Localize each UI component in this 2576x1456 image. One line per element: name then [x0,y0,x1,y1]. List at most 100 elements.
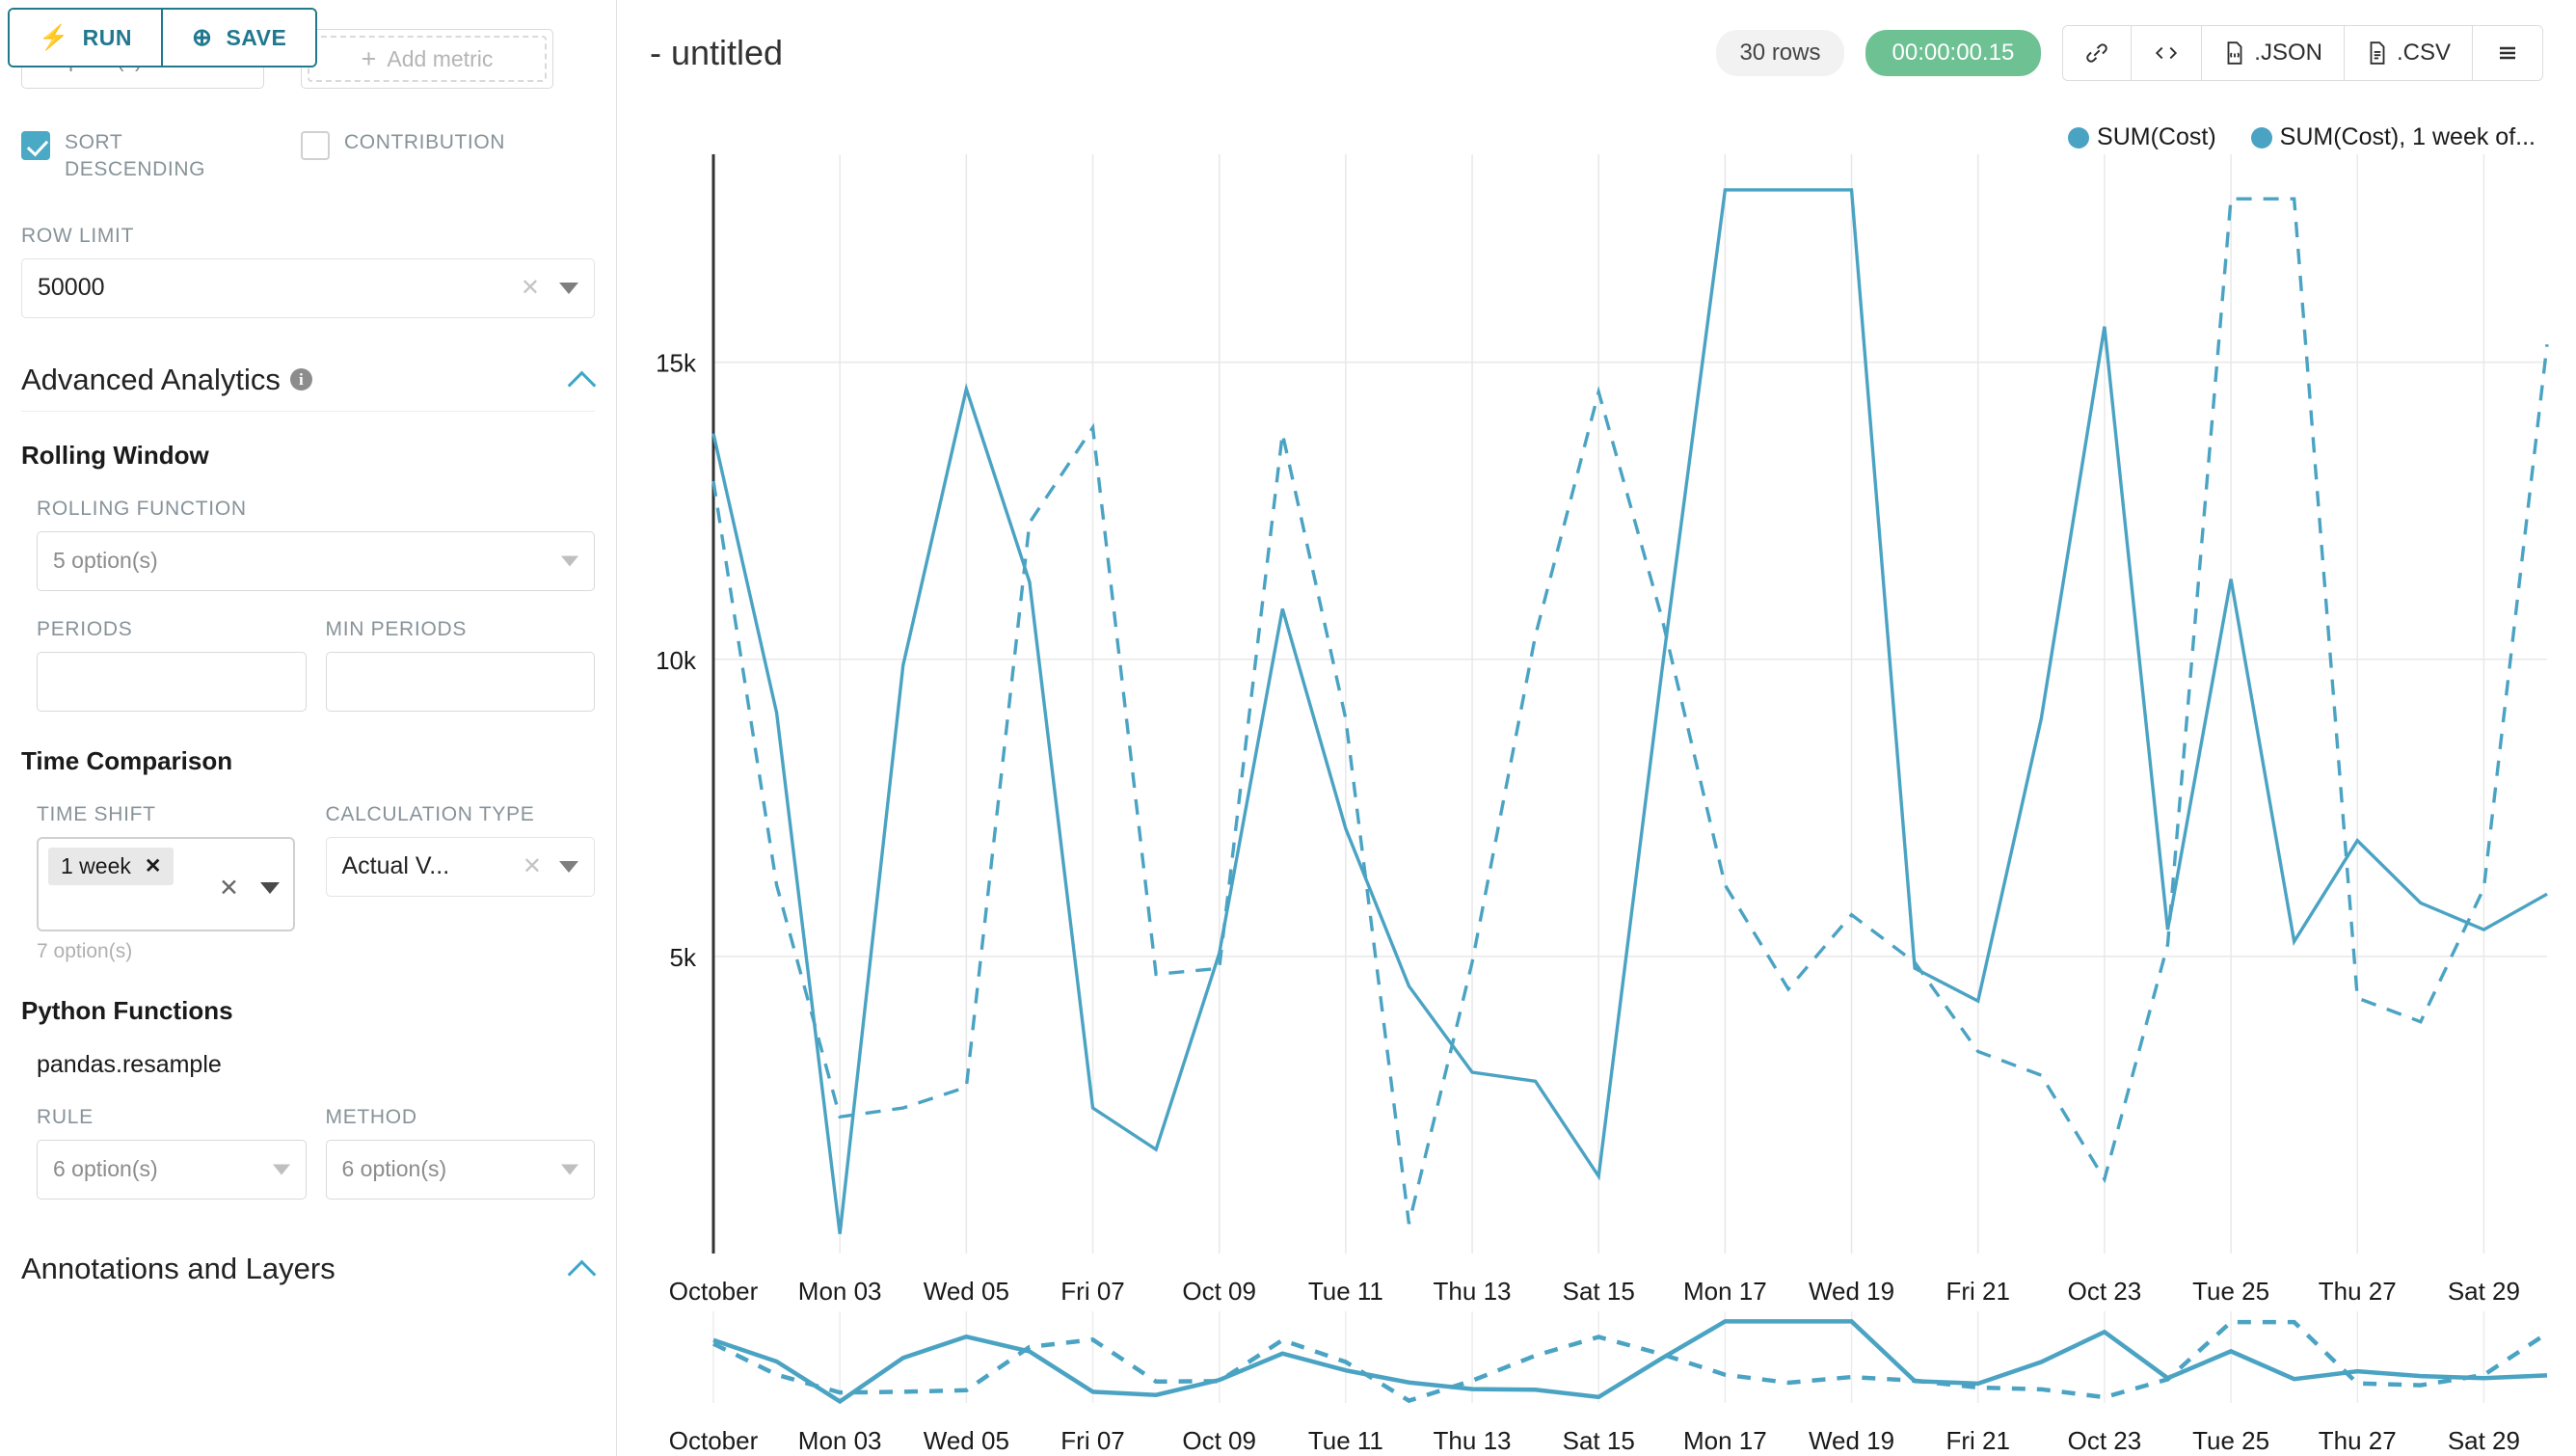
python-functions-title: Python Functions [21,995,233,1025]
time-shift-tag[interactable]: 1 week ✕ [48,847,174,885]
x-axis-tick-label: Sat 15 [1563,1277,1635,1306]
row-count-badge: 30 rows [1716,30,1844,76]
overview-x-tick-label: Mon 03 [798,1426,882,1455]
annotations-layers-header[interactable]: Annotations and Layers [21,1252,595,1286]
add-metric-dropzone[interactable]: + Add metric [301,29,553,89]
more-menu-button[interactable] [2472,26,2542,80]
min-periods-input[interactable] [325,651,595,712]
run-button-label: RUN [82,24,132,50]
query-timer-badge: 00:00:00.15 [1865,30,2042,76]
save-button[interactable]: ⊕ SAVE [160,10,316,66]
overview-x-tick-label: Thu 13 [1434,1426,1512,1455]
rolling-function-label: ROLLING FUNCTION [37,497,247,520]
plus-circle-icon: ⊕ [191,23,213,51]
method-label: METHOD [325,1105,417,1128]
add-metric-wrap: + Add metric [301,29,553,89]
remove-tag-icon[interactable]: ✕ [144,854,162,877]
overview-series-dashed[interactable] [712,1319,2549,1404]
clear-icon[interactable]: ✕ [520,274,540,301]
contribution-label: CONTRIBUTION [344,131,506,153]
row-limit-input[interactable]: 50000 ✕ [21,257,595,318]
rule-control: RULE 6 option(s) [37,1106,307,1200]
timeseries-chart[interactable]: 5k 10k 15k October Mon 03 Wed 05 Fri 07 Oct 09 T… [617,145,2576,1456]
rolling-function-select[interactable]: 5 option(s) [37,530,595,591]
checkbox-box-checked[interactable] [21,131,50,160]
x-axis-tick-label: Wed 05 [924,1277,1009,1306]
legend-label: SUM(Cost), 1 week of... [2279,123,2536,150]
overview-x-tick-label: Sat 29 [2448,1426,2520,1455]
json-file-icon [2227,41,2242,65]
chevron-down-icon [272,1164,290,1175]
rolling-function-value: 5 option(s) [53,548,158,574]
calculation-type-value: Actual V... [341,852,450,880]
periods-input[interactable] [37,651,307,712]
control-panel-sidebar: ⚡ RUN ⊕ SAVE 7 option(s) + Add metric [0,0,617,1456]
chevron-up-icon[interactable] [570,1256,595,1281]
sort-descending-checkbox[interactable]: SORT DESCENDING [21,129,264,184]
overview-x-tick-label: Fri 21 [1945,1426,2009,1455]
x-axis-tick-label: Oct 23 [2068,1277,2142,1306]
x-axis-tick-label: October [669,1277,759,1306]
method-control: METHOD 6 option(s) [325,1105,595,1200]
save-button-label: SAVE [226,24,287,50]
sort-descending-label: SORT DESCENDING [65,131,206,181]
overview-x-tick-label: Sat 15 [1563,1426,1635,1455]
download-json-label: .JSON [2254,40,2322,66]
series-line-solid [711,188,2548,1234]
resample-row: RULE 6 option(s) METHOD 6 option(s) [21,1106,595,1200]
chart-svg[interactable]: 5k 10k 15k October Mon 03 Wed 05 Fri 07 Oct 09 T… [617,145,2576,1456]
method-select[interactable]: 6 option(s) [325,1139,595,1200]
divider [21,410,595,412]
plus-icon: + [361,43,377,73]
csv-file-icon [2370,41,2385,65]
periods-row: PERIODS MIN PERIODS [21,618,595,712]
min-periods-label: MIN PERIODS [325,617,468,640]
time-shift-hint: 7 option(s) [37,939,133,962]
calculation-type-select[interactable]: Actual V... ✕ [325,836,595,897]
chevron-down-icon[interactable] [559,282,578,294]
embed-code-button[interactable] [2131,26,2202,80]
contribution-checkbox[interactable]: CONTRIBUTION [301,129,553,184]
checkbox-box-unchecked[interactable] [301,131,330,160]
x-axis-tick-label: Sat 29 [2448,1277,2520,1306]
page-title[interactable]: - untitled [650,33,784,72]
time-shift-multiselect[interactable]: 1 week ✕ ✕ [37,836,295,931]
clear-icon[interactable]: ✕ [522,852,542,879]
advanced-analytics-header[interactable]: Advanced Analytics i [21,363,595,397]
run-save-button-group: ⚡ RUN ⊕ SAVE [8,8,318,67]
annotations-layers-title: Annotations and Layers [21,1251,335,1285]
legend-color-dot [2068,126,2090,148]
x-axis-tick-label: Wed 19 [1809,1277,1894,1306]
x-axis-tick-label: Tue 11 [1308,1277,1383,1306]
x-axis-tick-label: Mon 03 [798,1277,882,1306]
overview-series-solid[interactable] [712,1319,2548,1405]
overview-x-tick-label: Oct 23 [2068,1426,2142,1455]
legend-label: SUM(Cost) [2097,123,2216,150]
y-axis-tick-label: 5k [670,943,697,972]
menu-icon [2500,46,2515,60]
header-actions: 30 rows 00:00:00.15 [1716,25,2543,81]
chevron-down-icon [561,555,578,567]
chevron-down-icon[interactable] [559,860,578,873]
periods-label: PERIODS [37,617,133,640]
run-button[interactable]: ⚡ RUN [10,10,161,66]
share-link-button[interactable] [2063,26,2132,80]
chart-panel: - untitled 30 rows 00:00:00.15 [617,0,2576,1456]
legend-item-sum-cost[interactable]: SUM(Cost) [2068,123,2216,151]
chart-legend: SUM(Cost) SUM(Cost), 1 week of... [2068,123,2536,151]
rule-value: 6 option(s) [53,1156,158,1182]
chevron-up-icon[interactable] [570,367,595,392]
info-icon[interactable]: i [289,368,312,391]
overview-x-tick-label: Mon 17 [1683,1426,1767,1455]
legend-item-sum-cost-shifted[interactable]: SUM(Cost), 1 week of... [2250,123,2536,151]
download-json-button[interactable]: .JSON [2201,26,2344,80]
rolling-window-title: Rolling Window [21,440,209,470]
rule-select[interactable]: 6 option(s) [37,1139,307,1200]
download-csv-button[interactable]: .CSV [2343,26,2472,80]
overview-x-tick-label: Wed 19 [1809,1426,1894,1455]
chevron-down-icon[interactable] [260,882,280,895]
clear-icon[interactable]: ✕ [219,874,239,902]
rule-label: RULE [37,1105,94,1128]
time-shift-control: TIME SHIFT 1 week ✕ ✕ 7 option(s) [37,803,307,963]
x-axis-tick-label: Tue 25 [2192,1277,2269,1306]
